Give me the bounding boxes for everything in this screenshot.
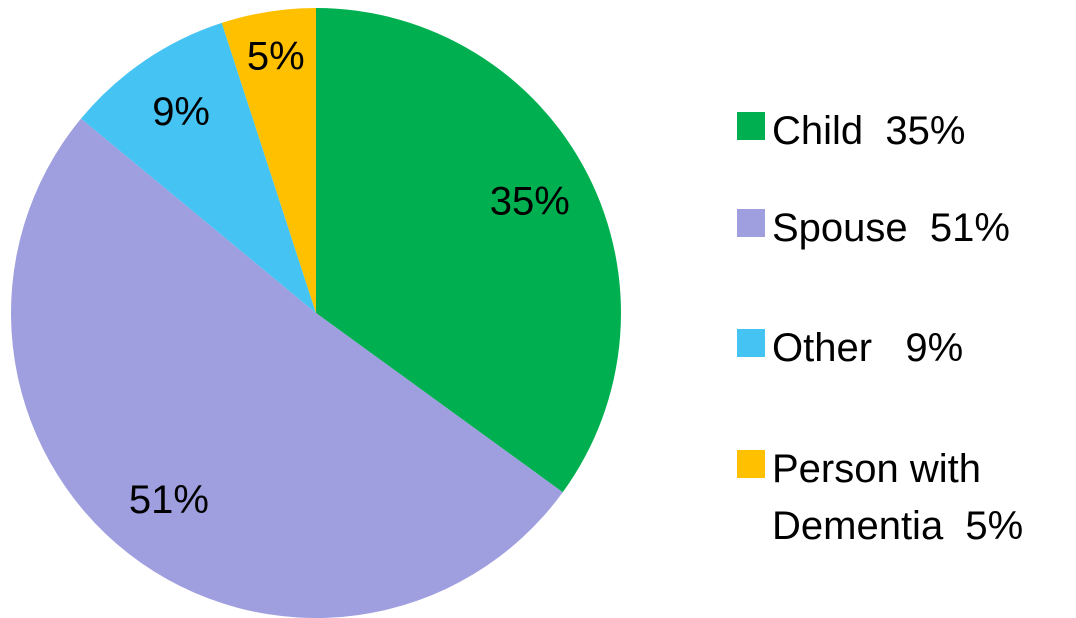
legend-item: Child 35% <box>737 103 1072 160</box>
data-label: 51% <box>129 478 209 522</box>
data-label: 5% <box>247 35 305 79</box>
legend-swatch <box>737 450 765 478</box>
data-label: 35% <box>490 180 570 224</box>
pie-slice <box>80 22 316 313</box>
pie-slice <box>221 8 316 313</box>
legend-item: Spouse 51% <box>737 200 1072 257</box>
legend-label: Child 35% <box>772 109 966 153</box>
pie-slice <box>316 8 621 493</box>
legend-swatch <box>737 329 765 357</box>
legend-label: Spouse 51% <box>772 206 1010 250</box>
pie-chart: 35% 51% 9% 5% <box>11 8 621 618</box>
legend-swatch <box>737 209 765 237</box>
legend-item: Person with Dementia 5% <box>737 441 1072 555</box>
legend-swatch <box>737 112 765 140</box>
data-label: 9% <box>152 90 210 134</box>
legend-item: Other 9% <box>737 320 1072 377</box>
legend-label: Other 9% <box>772 326 964 370</box>
legend-label: Person with Dementia 5% <box>772 447 1024 548</box>
pie-slice <box>11 118 563 618</box>
